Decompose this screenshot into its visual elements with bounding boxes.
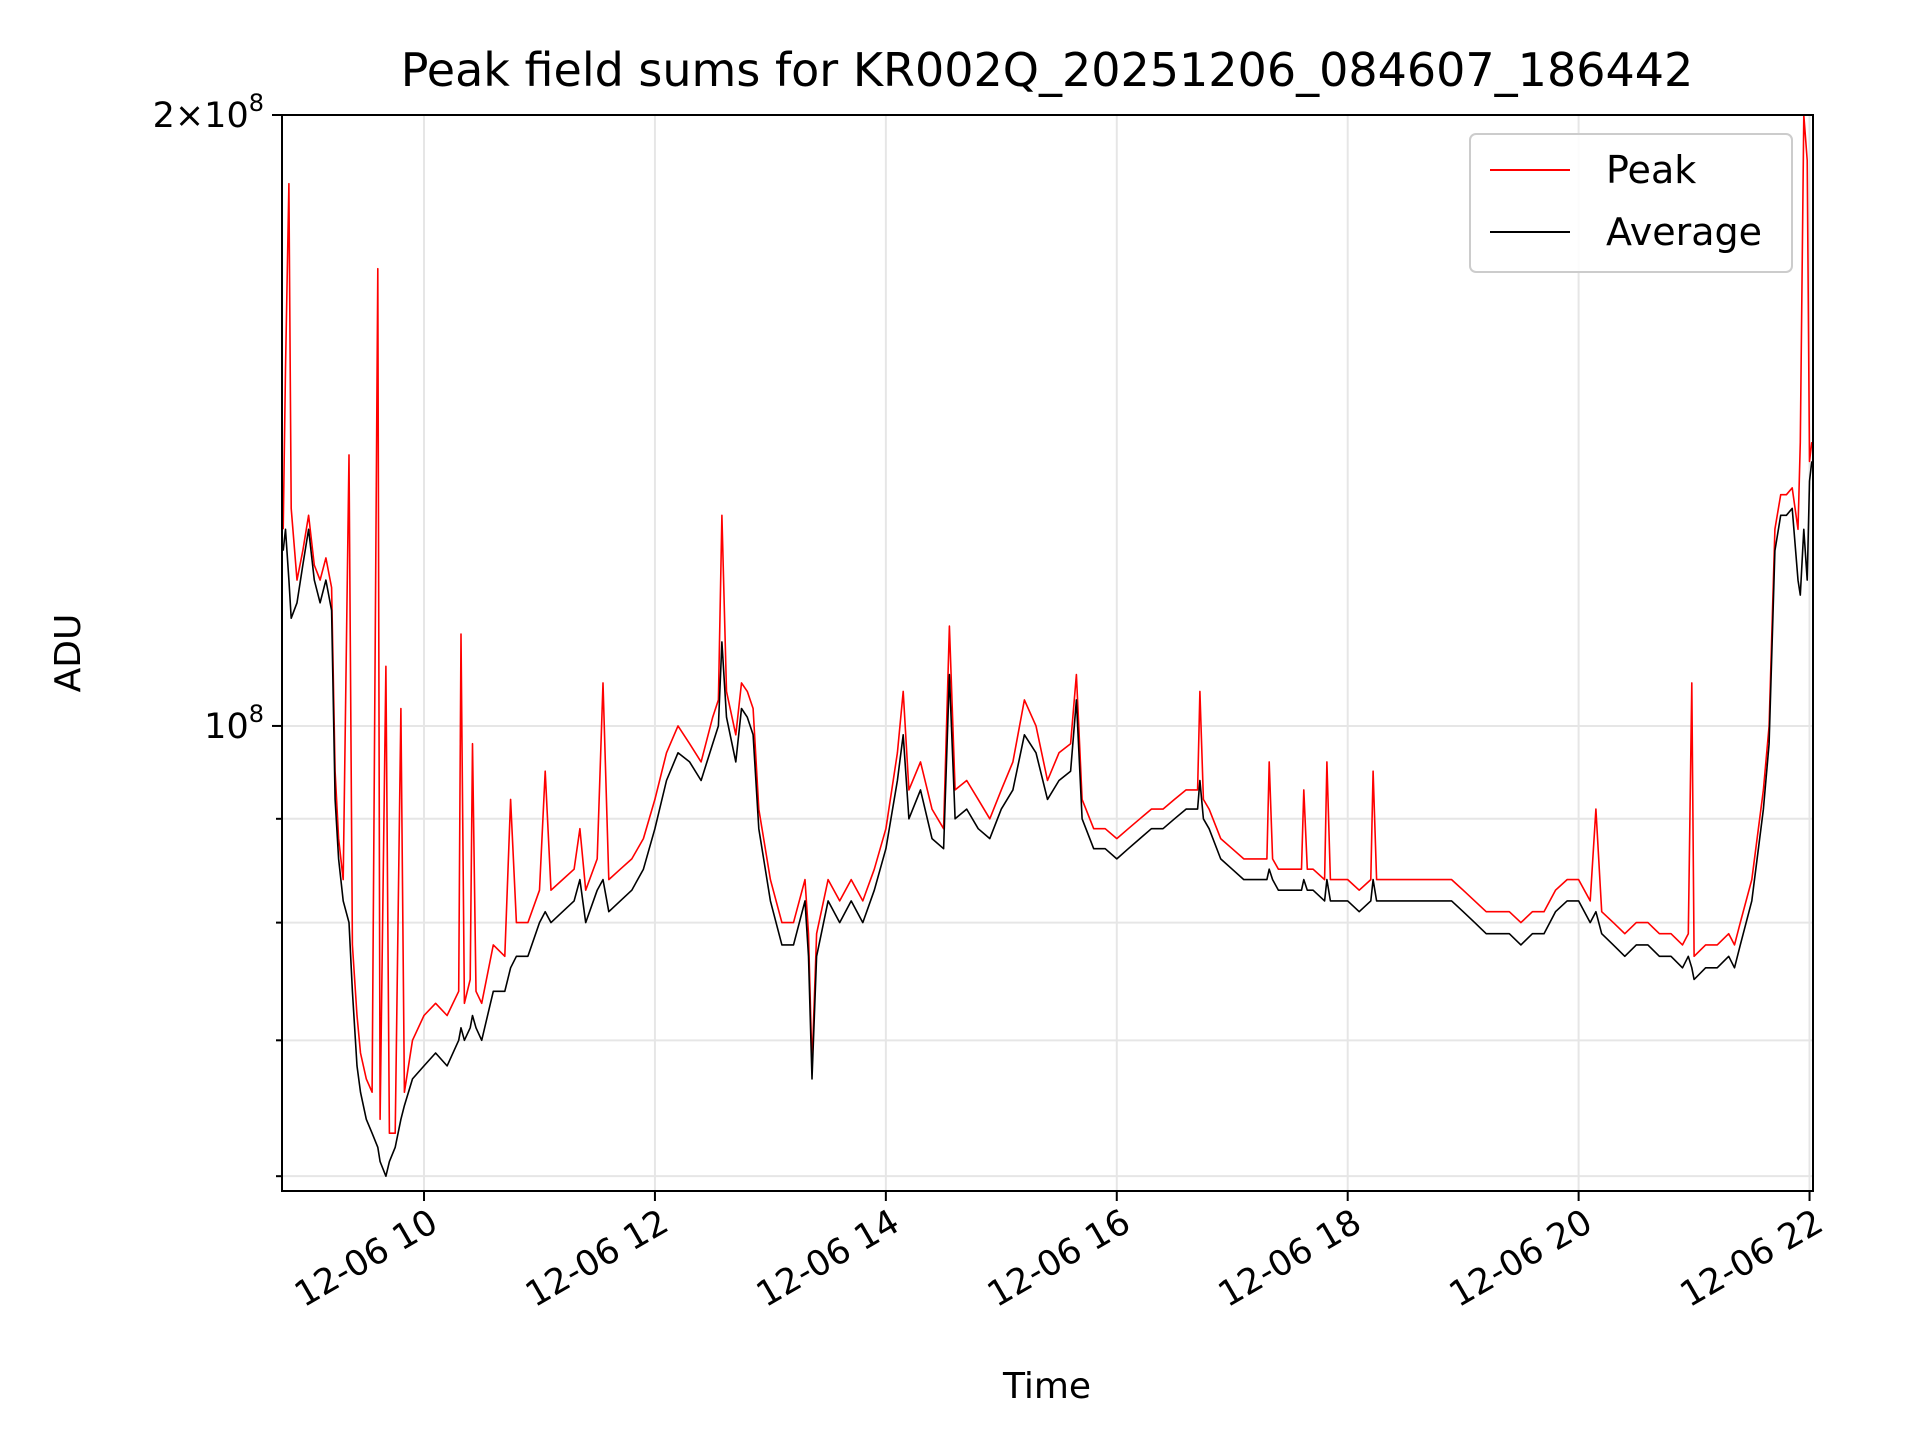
y-tick-exponent: 8 [249, 89, 264, 117]
legend-box [1469, 133, 1793, 273]
legend-peak-label: Peak [1606, 148, 1696, 192]
y-tick-label: 108 [204, 700, 264, 747]
y-tick-exponent: 8 [249, 700, 264, 728]
y-tick-base: 2×10 [153, 96, 249, 136]
series-line-average [282, 461, 1813, 1177]
y-tick-label: 2×108 [153, 89, 264, 136]
y-tick-base: 10 [204, 707, 249, 747]
series-line-peak [282, 115, 1813, 1134]
legend: Peak Average [1469, 133, 1793, 273]
chart-title: Peak field sums for KR002Q_20251206_0846… [401, 43, 1694, 97]
grid [282, 114, 1813, 1191]
plot-area-frame [281, 114, 1814, 1192]
series [282, 115, 1813, 1177]
x-axis-label: Time [1002, 1366, 1091, 1407]
y-axis-label: ADU [48, 614, 89, 693]
legend-average-label: Average [1606, 210, 1762, 254]
